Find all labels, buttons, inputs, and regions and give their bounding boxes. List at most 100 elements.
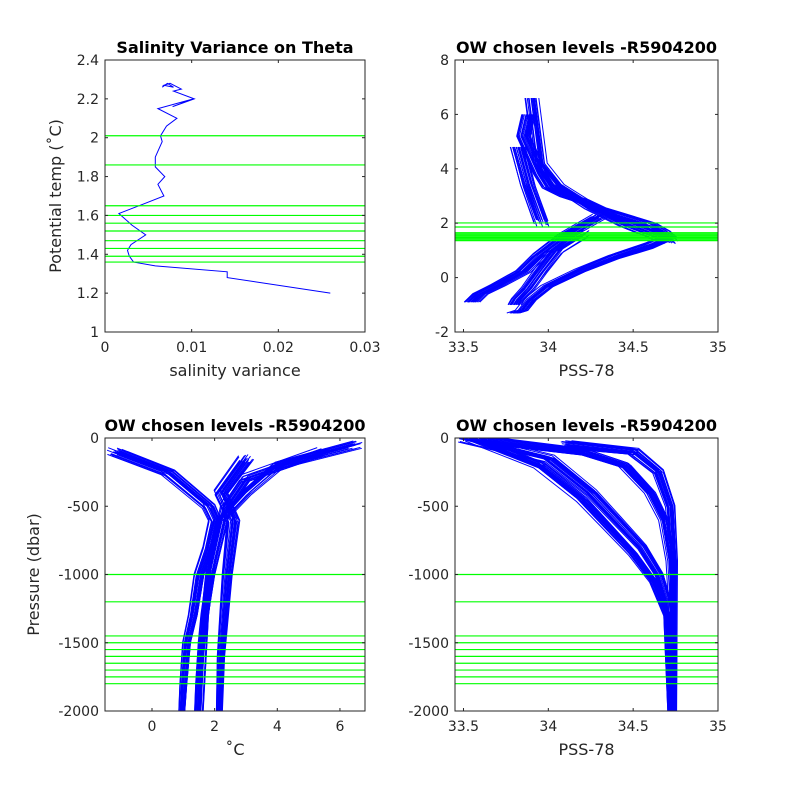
- axes-frame: [454, 59, 719, 333]
- series-line: [196, 450, 325, 711]
- x-tick-label: 0.02: [263, 340, 294, 356]
- series-line: [534, 98, 671, 242]
- x-tick-label: 0: [101, 340, 110, 356]
- y-tick-label: 4: [440, 162, 449, 178]
- y-tick-label: 2: [90, 131, 99, 147]
- series-line: [524, 98, 662, 244]
- x-axis-label: PSS-78: [558, 361, 614, 380]
- y-tick-label: 0: [440, 431, 449, 447]
- series-line: [512, 146, 538, 227]
- y-tick-label: -2000: [58, 704, 99, 720]
- x-tick-label: 33.5: [448, 719, 479, 735]
- y-tick-label: -1500: [58, 636, 99, 652]
- y-tick-label: 6: [440, 107, 449, 123]
- series-line: [111, 455, 214, 711]
- y-axis-label: Pressure (dbar): [24, 513, 43, 636]
- series-line: [195, 454, 320, 711]
- x-axis-label: ˚C: [225, 740, 244, 759]
- series-line: [557, 445, 672, 711]
- y-tick-label: -2: [435, 325, 449, 341]
- series-line: [117, 82, 331, 294]
- chart-title: OW chosen levels -R5904200: [456, 416, 717, 435]
- series-line: [197, 446, 349, 711]
- series-line: [509, 146, 535, 223]
- series-line: [517, 146, 543, 221]
- series-line: [118, 452, 219, 711]
- chart-title: OW chosen levels -R5904200: [104, 416, 365, 435]
- y-tick-label: 2.4: [77, 53, 99, 69]
- series-line: [516, 238, 670, 314]
- series-line: [562, 447, 674, 711]
- series-line: [476, 213, 605, 303]
- x-axis-label: salinity variance: [169, 361, 300, 380]
- y-tick-label: 2.2: [77, 92, 99, 108]
- series-line: [528, 98, 665, 244]
- y-axis-label: Potential temp (˚C): [46, 119, 65, 273]
- chart-title: Salinity Variance on Theta: [116, 38, 353, 57]
- y-tick-label: -1000: [58, 568, 99, 584]
- series-line: [508, 233, 577, 306]
- x-tick-label: 2: [210, 719, 219, 735]
- panel-1: 0 0.01 0.02 0.03 1 1.2 1.4 1.6 1.8 2 2.2 2.4 Salinit…: [46, 38, 381, 380]
- series-line: [513, 146, 539, 221]
- axes-frame: [104, 59, 366, 333]
- y-tick-label: 1.4: [77, 247, 99, 263]
- x-tick-label: 0.03: [349, 340, 380, 356]
- panel-3: 0 2 4 6 -2000 -1500 -1000 -500 0 OW chosen levels…: [24, 416, 366, 759]
- series-line: [199, 443, 354, 711]
- series-line: [571, 441, 678, 711]
- x-tick-label: 35: [709, 340, 727, 356]
- y-tick-label: 1.8: [77, 170, 99, 186]
- series-line: [533, 98, 670, 241]
- x-tick-label: 34: [539, 340, 557, 356]
- x-tick-label: 33.5: [448, 340, 479, 356]
- series-line: [479, 438, 672, 711]
- panel-4: 33.5 34 34.5 35 -2000 -1500 -1000 -500 0 OW chose…: [408, 416, 727, 759]
- x-tick-label: 35: [709, 719, 727, 735]
- panel-2: 33.5 34 34.5 35 -2 0 2 4 6 8 OW chosen levels -R59…: [435, 38, 727, 380]
- series-line: [478, 438, 674, 711]
- series-line: [523, 146, 549, 222]
- y-tick-label: 2: [440, 216, 449, 232]
- plot-area: [105, 82, 365, 294]
- plot-area: [455, 438, 718, 711]
- x-tick-label: 0: [148, 719, 157, 735]
- y-tick-label: 0: [440, 271, 449, 287]
- x-tick-label: 4: [273, 719, 282, 735]
- y-tick-label: -1500: [408, 636, 449, 652]
- series-line: [565, 440, 675, 711]
- series-line: [467, 438, 669, 711]
- plot-area: [455, 98, 718, 314]
- series-line: [512, 234, 582, 306]
- series-line: [538, 98, 675, 239]
- y-tick-label: 0: [90, 431, 99, 447]
- x-tick-label: 0.01: [176, 340, 207, 356]
- series-line: [515, 234, 585, 306]
- series-line: [535, 98, 672, 239]
- series-line: [514, 233, 668, 314]
- series-line: [202, 442, 363, 711]
- y-tick-label: -2000: [408, 704, 449, 720]
- y-tick-label: -1000: [408, 568, 449, 584]
- series-line: [200, 441, 357, 711]
- x-tick-label: 34: [539, 719, 557, 735]
- series-line: [196, 451, 325, 711]
- y-tick-label: 1.6: [77, 208, 99, 224]
- series-line: [472, 438, 672, 711]
- y-tick-label: -500: [417, 499, 449, 515]
- chart-title: OW chosen levels -R5904200: [456, 38, 717, 57]
- series-line: [196, 451, 325, 711]
- series-line: [118, 450, 219, 711]
- x-tick-label: 6: [335, 719, 344, 735]
- plot-area: [105, 440, 365, 711]
- x-axis-label: PSS-78: [558, 740, 614, 759]
- y-tick-label: 1.2: [77, 286, 99, 302]
- x-tick-label: 34.5: [618, 340, 649, 356]
- x-tick-label: 34.5: [618, 719, 649, 735]
- y-tick-label: 8: [440, 53, 449, 69]
- series-line: [509, 236, 663, 314]
- series-line: [523, 146, 549, 226]
- y-tick-label: -500: [67, 499, 99, 515]
- y-tick-label: 1: [90, 325, 99, 341]
